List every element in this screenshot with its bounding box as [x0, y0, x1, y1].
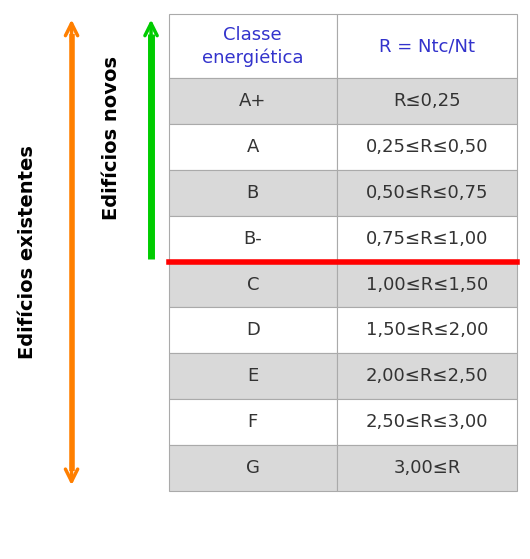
Bar [337, 445, 517, 491]
Bar [337, 216, 517, 262]
Bar [169, 262, 337, 307]
Text: 1,50≤R≤2,00: 1,50≤R≤2,00 [366, 321, 488, 339]
Bar [169, 170, 337, 216]
Text: Classe
energiética: Classe energiética [202, 26, 304, 67]
Text: G: G [246, 459, 260, 477]
Bar [337, 14, 517, 78]
Bar [337, 353, 517, 399]
Text: B-: B- [243, 230, 262, 248]
Bar [169, 124, 337, 170]
Text: 2,00≤R≤2,50: 2,00≤R≤2,50 [366, 367, 489, 385]
Text: 0,75≤R≤1,00: 0,75≤R≤1,00 [366, 230, 488, 248]
Text: R = Ntc/Nt: R = Ntc/Nt [379, 37, 475, 55]
Text: E: E [247, 367, 259, 385]
Text: 3,00≤R: 3,00≤R [393, 459, 461, 477]
Bar [169, 216, 337, 262]
Bar [337, 124, 517, 170]
Text: Edifícios novos: Edifícios novos [102, 56, 121, 220]
Bar [169, 78, 337, 124]
Text: 1,00≤R≤1,50: 1,00≤R≤1,50 [366, 276, 488, 293]
Text: B: B [246, 184, 259, 202]
Text: 2,50≤R≤3,00: 2,50≤R≤3,00 [366, 413, 489, 431]
Bar [337, 78, 517, 124]
Text: 0,25≤R≤0,50: 0,25≤R≤0,50 [366, 138, 489, 156]
Bar [169, 307, 337, 353]
Bar [169, 14, 337, 78]
Text: 0,50≤R≤0,75: 0,50≤R≤0,75 [366, 184, 489, 202]
Bar [337, 399, 517, 445]
Text: C: C [246, 276, 259, 293]
Bar [337, 170, 517, 216]
Bar [337, 262, 517, 307]
Bar [337, 307, 517, 353]
Bar [169, 353, 337, 399]
Text: Edifícios existentes: Edifícios existentes [18, 145, 37, 359]
Text: R≤0,25: R≤0,25 [393, 92, 461, 110]
Text: D: D [246, 321, 260, 339]
Bar [169, 445, 337, 491]
Text: F: F [248, 413, 258, 431]
Text: A: A [246, 138, 259, 156]
Text: A+: A+ [239, 92, 267, 110]
Bar [169, 399, 337, 445]
